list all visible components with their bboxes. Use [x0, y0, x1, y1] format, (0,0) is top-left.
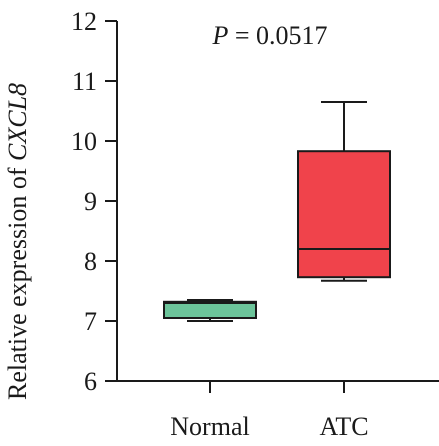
- y-tick-label: 6: [84, 367, 97, 396]
- p-value-annotation: P = 0.0517: [211, 21, 327, 50]
- y-tick-label: 11: [72, 67, 97, 96]
- box-normal: [163, 300, 257, 319]
- y-tick-label: 7: [84, 307, 97, 336]
- p-value-symbol: P: [211, 21, 228, 50]
- y-tick-label: 10: [71, 127, 97, 156]
- y-tick-label: 12: [71, 7, 97, 36]
- text-layer: 6 7 8 9 10 11 12 Normal ATC P = 0.0517 Relative ex…: [3, 7, 369, 441]
- p-value-number: = 0.0517: [228, 21, 327, 50]
- boxes-layer: [163, 101, 391, 322]
- y-axis-label-prefix: Relative expression of: [3, 161, 32, 400]
- y-tick-label: 9: [84, 187, 97, 216]
- y-axis-label: Relative expression of CXCL8: [3, 83, 32, 400]
- axes-layer: [105, 20, 439, 393]
- y-axis-label-gene: CXCL8: [3, 83, 32, 161]
- y-tick-label: 8: [84, 247, 97, 276]
- box-atc: [297, 150, 391, 279]
- x-category-label: ATC: [319, 412, 368, 441]
- x-category-label: Normal: [170, 412, 249, 441]
